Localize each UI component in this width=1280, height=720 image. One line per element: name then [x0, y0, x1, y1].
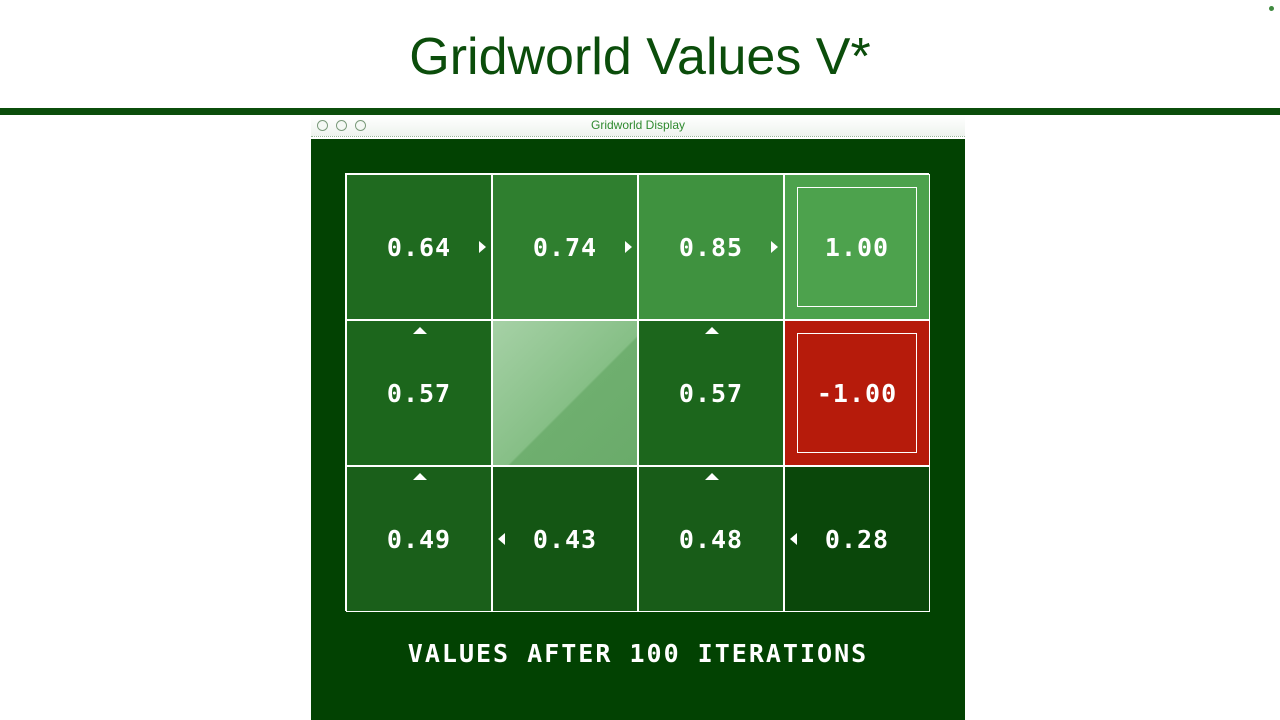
state-value: 0.85 [678, 232, 744, 262]
state-value: 0.43 [532, 524, 598, 554]
iterations-caption: VALUES AFTER 100 ITERATIONS [407, 639, 869, 668]
state-value: 0.48 [678, 524, 744, 554]
state-cell: 0.48 [638, 466, 784, 612]
exit-box [797, 187, 917, 307]
arrow-left-icon [498, 533, 505, 545]
zoom-window-button[interactable] [355, 120, 366, 131]
state-cell: 0.57 [638, 320, 784, 466]
arrow-up-icon [705, 327, 719, 334]
state-value: 0.57 [386, 378, 452, 408]
state-value: 1.00 [824, 232, 890, 262]
wall-cell [492, 320, 638, 466]
arrow-right-icon [771, 241, 778, 253]
state-value: 0.74 [532, 232, 598, 262]
state-cell: 0.57 [346, 320, 492, 466]
window-titlebar[interactable]: Gridworld Display [311, 116, 965, 137]
arrow-right-icon [625, 241, 632, 253]
minimize-window-button[interactable] [336, 120, 347, 131]
state-cell: 0.64 [346, 174, 492, 320]
state-cell: 0.85 [638, 174, 784, 320]
exit-box [797, 333, 917, 453]
state-cell: 0.43 [492, 466, 638, 612]
arrow-right-icon [479, 241, 486, 253]
window-title: Gridworld Display [590, 118, 686, 132]
state-value: 0.28 [824, 524, 890, 554]
corner-dot [1269, 6, 1274, 11]
exit-cell: -1.00 [784, 320, 930, 466]
close-window-button[interactable] [317, 120, 328, 131]
gridworld-window: Gridworld Display 0.64 0.74 0.85 1.00 0.57 0.… [311, 116, 965, 720]
slide-title: Gridworld Values V* [409, 28, 871, 86]
arrow-up-icon [705, 473, 719, 480]
value-grid: 0.64 0.74 0.85 1.00 0.57 0.57 -1.00 0.49 0.43 0.4… [345, 173, 930, 612]
state-value: -1.00 [816, 378, 898, 408]
state-cell: 0.49 [346, 466, 492, 612]
gridworld-canvas: 0.64 0.74 0.85 1.00 0.57 0.57 -1.00 0.49 0.43 0.4… [311, 139, 965, 720]
arrow-up-icon [413, 327, 427, 334]
title-divider [0, 108, 1280, 115]
arrow-left-icon [790, 533, 797, 545]
state-value: 0.57 [678, 378, 744, 408]
state-cell: 0.74 [492, 174, 638, 320]
exit-cell: 1.00 [784, 174, 930, 320]
state-value: 0.64 [386, 232, 452, 262]
state-cell: 0.28 [784, 466, 930, 612]
arrow-up-icon [413, 473, 427, 480]
state-value: 0.49 [386, 524, 452, 554]
